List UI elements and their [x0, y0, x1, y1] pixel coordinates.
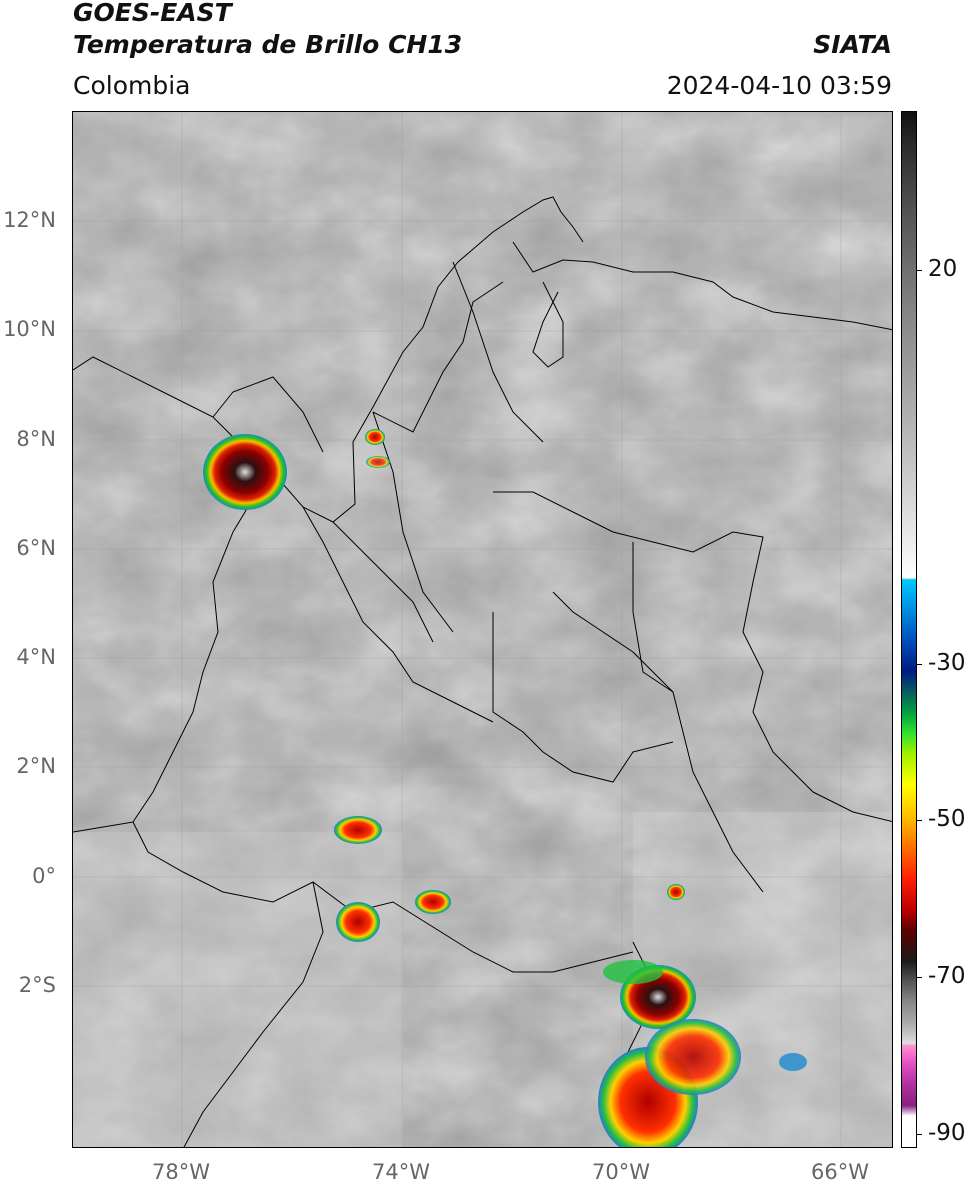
product-subtitle: Temperatura de Brillo CH13	[73, 30, 463, 59]
colorbar-tick	[917, 820, 922, 821]
lat-label: 2°N	[16, 754, 56, 778]
colorbar-tick	[917, 270, 922, 271]
colorbar-label: 20	[928, 256, 958, 282]
lat-label: 12°N	[3, 208, 56, 232]
colorbar-tick	[917, 1134, 922, 1135]
lon-label: 70°W	[592, 1160, 650, 1184]
lat-label: 8°N	[16, 427, 56, 451]
colorbar-tick	[917, 664, 922, 665]
timestamp-label: 2024-04-10 03:59	[666, 71, 892, 100]
colorbar-tick	[917, 977, 922, 978]
borders	[73, 196, 892, 1147]
colorbar-label: -30	[928, 650, 966, 676]
lat-label: 4°N	[16, 645, 56, 669]
storm-cell	[667, 884, 685, 900]
brand-label: SIATA	[813, 30, 892, 59]
storm-cell	[365, 429, 385, 445]
bright-cloud-region	[73, 832, 403, 1147]
colorbar-label: -90	[928, 1120, 966, 1146]
storm-cell	[334, 816, 382, 844]
lat-label: 10°N	[3, 317, 56, 341]
lon-label: 74°W	[372, 1160, 430, 1184]
colorbar-label: -70	[928, 963, 966, 989]
lat-label: 2°S	[18, 973, 56, 997]
storm-cell	[203, 434, 287, 510]
colorbar-label: -50	[928, 806, 966, 832]
lat-label: 6°N	[16, 536, 56, 560]
storm-cell	[366, 456, 390, 468]
storm-cell	[336, 902, 380, 942]
region-label: Colombia	[73, 71, 191, 100]
lon-label: 78°W	[152, 1160, 210, 1184]
graticule	[73, 112, 892, 1147]
satellite-image	[73, 112, 892, 1147]
storm-cell	[415, 890, 451, 914]
colorbar	[901, 111, 917, 1148]
storm-cell	[645, 1019, 741, 1095]
map-panel	[72, 111, 893, 1148]
product-title: GOES-EAST	[73, 0, 232, 27]
cloud-field	[73, 112, 892, 1147]
storm-cell	[603, 960, 663, 984]
lat-label: 0°	[32, 864, 56, 888]
storm-cell	[779, 1053, 807, 1071]
lon-label: 66°W	[811, 1160, 869, 1184]
